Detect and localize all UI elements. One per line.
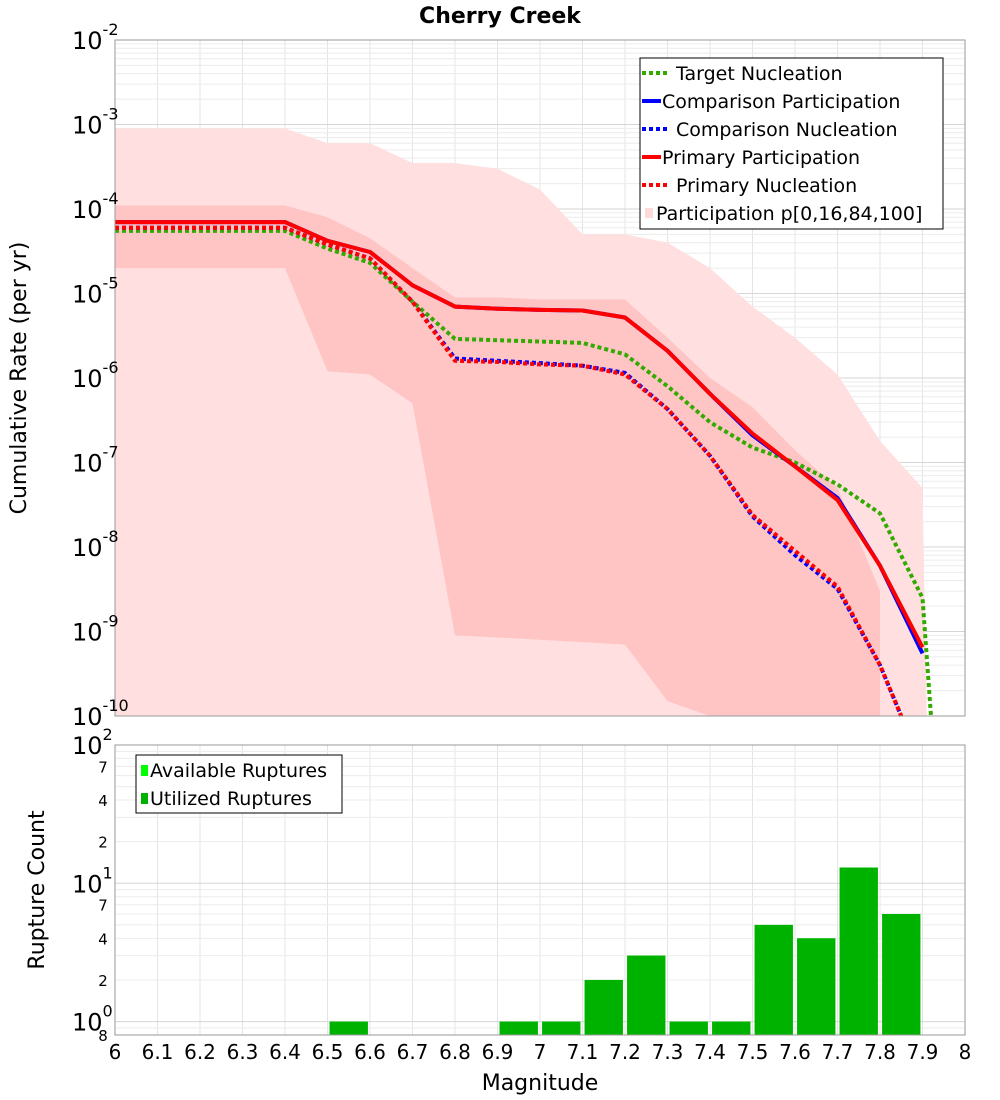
series-target-nucleation	[115, 228, 933, 717]
x-tick-label: 6.3	[227, 1040, 259, 1064]
legend-swatch	[141, 765, 148, 776]
count-y-tick-label: 101	[72, 863, 113, 898]
utilized-ruptures-bar	[499, 1021, 538, 1035]
count-y-minor-tick-label: 2	[98, 972, 108, 990]
rate-y-tick-label: 10-5	[72, 274, 119, 309]
rupture-legend: Available Ruptures Utilized Ruptures	[135, 754, 343, 814]
rate-legend: Target Nucleation Comparison Participatio…	[639, 57, 944, 230]
chart-title: Cherry Creek	[419, 4, 582, 29]
x-tick-label: 6	[109, 1040, 122, 1064]
utilized-ruptures-bar	[584, 979, 623, 1035]
utilized-ruptures-bar	[754, 924, 793, 1035]
x-axis-label: Magnitude	[482, 1071, 599, 1096]
x-tick-label: 6.2	[184, 1040, 216, 1064]
rupture-legend-box	[135, 754, 343, 814]
rupture-count-plot: 100 101 102 8 2 4 7 2 4 7 6 6.1 6.2 6.3 6.4 6.5 6.6 6.7 6…	[25, 725, 971, 1096]
x-tick-label: 6.9	[482, 1040, 514, 1064]
rate-y-tick-label: 10-8	[72, 527, 119, 562]
legend-label: Utilized Ruptures	[150, 788, 312, 810]
legend-swatch	[141, 793, 148, 804]
count-y-minor-tick-label: 7	[98, 897, 108, 915]
legend-label: Participation p[0,16,84,100]	[656, 203, 922, 225]
rate-y-tick-label: 10-2	[72, 20, 119, 55]
count-y-minor-tick-label: 8	[98, 1027, 108, 1045]
utilized-ruptures-bar	[542, 1021, 581, 1035]
participation-band-inner	[115, 205, 880, 716]
count-y-tick-label: 102	[72, 725, 113, 760]
x-tick-label: 6.1	[142, 1040, 174, 1064]
legend-label: Primary Participation	[662, 147, 860, 169]
x-tick-label: 7.8	[864, 1040, 896, 1064]
utilized-ruptures-bar	[712, 1021, 751, 1035]
rate-y-tick-label: 10-6	[72, 358, 119, 393]
legend-label: Available Ruptures	[150, 760, 327, 782]
count-y-minor-tick-label: 7	[98, 758, 108, 776]
x-tick-label: 7.3	[652, 1040, 684, 1064]
rate-legend-box	[639, 57, 944, 230]
rate-y-tick-label: 10-9	[72, 612, 119, 647]
x-tick-label: 6.5	[312, 1040, 344, 1064]
x-tick-label: 7.9	[907, 1040, 939, 1064]
rate-y-tick-label: 10-7	[72, 443, 119, 478]
rate-plot: 10-10 10-9 10-8 10-7 10-6 10-5 10-4 10-3 10-2 Cu…	[7, 20, 966, 731]
legend-label: Target Nucleation	[675, 63, 843, 85]
x-tick-label: 6.4	[269, 1040, 301, 1064]
x-tick-label: 6.6	[354, 1040, 386, 1064]
utilized-ruptures-bar	[797, 938, 836, 1035]
count-y-minor-tick-label: 2	[98, 834, 108, 852]
x-tick-label: 7	[534, 1040, 547, 1064]
rate-y-axis-label: Cumulative Rate (per yr)	[7, 242, 32, 515]
x-tick-label: 6.7	[397, 1040, 429, 1064]
legend-swatch	[645, 208, 653, 218]
count-y-minor-tick-label: 4	[98, 792, 108, 810]
x-tick-label: 6.8	[439, 1040, 471, 1064]
count-y-axis-label: Rupture Count	[25, 810, 50, 970]
x-tick-label: 7.4	[694, 1040, 726, 1064]
x-tick-label: 7.7	[822, 1040, 854, 1064]
count-y-tick-label: 100	[72, 1002, 113, 1037]
x-tick-label: 7.1	[567, 1040, 599, 1064]
count-y-minor-tick-label: 4	[98, 930, 108, 948]
legend-label: Comparison Nucleation	[676, 119, 898, 141]
rate-y-tick-label: 10-3	[72, 105, 119, 140]
utilized-ruptures-bar	[669, 1021, 708, 1035]
rate-y-tick-label: 10-10	[72, 696, 129, 731]
utilized-ruptures-bar	[627, 955, 666, 1035]
x-tick-label: 8	[959, 1040, 972, 1064]
utilized-ruptures-bar	[329, 1021, 368, 1035]
legend-label: Primary Nucleation	[676, 175, 857, 197]
series-primary-participation	[115, 220, 925, 649]
utilized-ruptures-bar	[839, 867, 878, 1035]
x-tick-label: 7.6	[779, 1040, 811, 1064]
utilized-ruptures-bar	[882, 913, 921, 1035]
x-tick-label: 7.2	[609, 1040, 641, 1064]
legend-label: Comparison Participation	[662, 91, 900, 113]
series-primary-nucleation	[115, 225, 904, 717]
x-tick-label: 7.5	[737, 1040, 769, 1064]
rate-y-tick-label: 10-4	[72, 189, 119, 224]
